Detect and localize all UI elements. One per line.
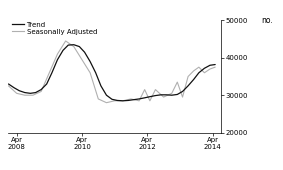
Legend: Trend, Seasonally Adjusted: Trend, Seasonally Adjusted: [12, 22, 97, 35]
Y-axis label: no.: no.: [261, 16, 273, 25]
